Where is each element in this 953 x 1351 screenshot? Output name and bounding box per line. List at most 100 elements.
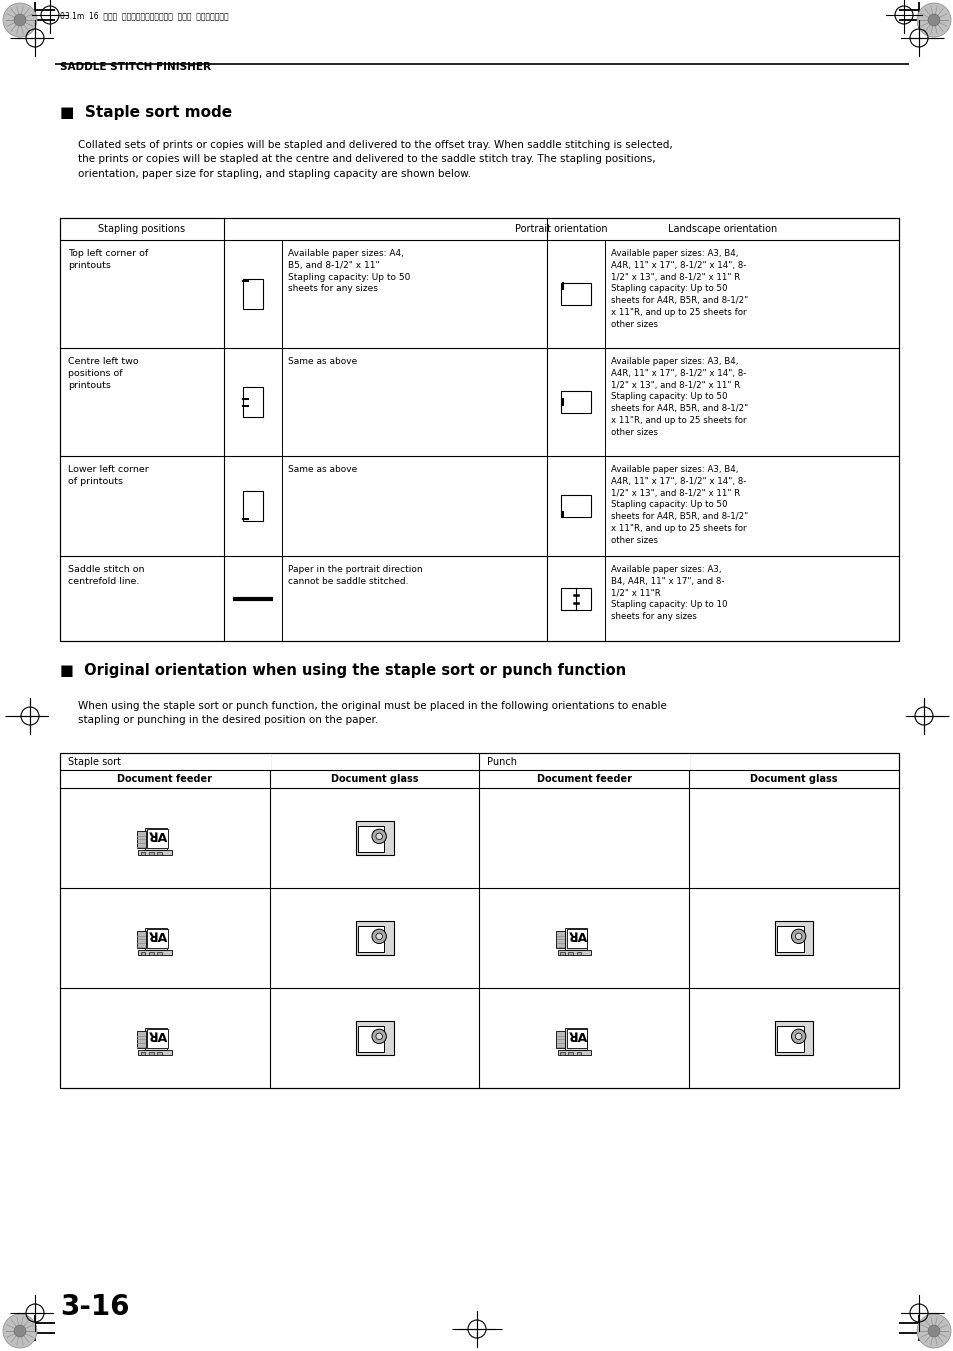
Bar (140, 951, 145, 955)
Text: Centre left two
positions of
printouts: Centre left two positions of printouts (68, 357, 138, 390)
Circle shape (372, 929, 386, 943)
Bar (242, 280, 262, 309)
Bar (687, 754, 690, 770)
Text: ꓤA: ꓤA (149, 832, 168, 844)
Bar (355, 821, 393, 855)
Bar (560, 282, 590, 305)
Bar (60, 753, 898, 1088)
Bar (242, 490, 262, 521)
Bar (558, 1050, 591, 1055)
Bar (559, 1052, 564, 1055)
Bar (157, 951, 162, 955)
Bar (775, 921, 812, 955)
Circle shape (791, 929, 805, 943)
Bar (357, 1025, 384, 1052)
Circle shape (3, 3, 37, 36)
Bar (145, 1028, 167, 1050)
Text: Punch: Punch (487, 757, 517, 767)
Bar (777, 925, 802, 952)
Bar (357, 925, 384, 952)
Text: Landscape orientation: Landscape orientation (667, 224, 777, 234)
Bar (138, 850, 172, 855)
Bar (149, 951, 153, 955)
Bar (147, 828, 168, 848)
Bar (145, 928, 167, 950)
Text: Same as above: Same as above (287, 357, 356, 366)
Bar (775, 1021, 812, 1055)
Bar (60, 218, 898, 640)
Text: Portrait orientation: Portrait orientation (515, 224, 607, 234)
Bar (145, 828, 167, 850)
Text: Available paper sizes: A3, B4,
A4R, 11" x 17", 8-1/2" x 14", 8-
1/2" x 13", and : Available paper sizes: A3, B4, A4R, 11" … (610, 465, 747, 544)
Bar (560, 390, 590, 413)
Text: SADDLE STITCH FINISHER: SADDLE STITCH FINISHER (60, 62, 211, 72)
Bar (140, 851, 145, 855)
Bar (137, 931, 146, 948)
Text: Document glass: Document glass (331, 774, 418, 784)
Circle shape (795, 1034, 801, 1039)
Text: ꓤA: ꓤA (568, 1032, 587, 1044)
Bar (564, 1028, 586, 1050)
Bar (147, 1028, 168, 1048)
Text: Document feeder: Document feeder (117, 774, 213, 784)
Bar (355, 921, 393, 955)
Bar (560, 588, 590, 609)
Text: Lower left corner
of printouts: Lower left corner of printouts (68, 465, 149, 486)
Text: 03.1m  16  ページ  ２００４年１０月２６日  火曜日  午後５時４４分: 03.1m 16 ページ ２００４年１０月２６日 火曜日 午後５時４４分 (60, 11, 229, 20)
Bar (138, 1050, 172, 1055)
Bar (157, 1052, 162, 1055)
Bar (568, 1052, 573, 1055)
Text: Stapling positions: Stapling positions (98, 224, 185, 234)
Text: Available paper sizes: A3, B4,
A4R, 11" x 17", 8-1/2" x 14", 8-
1/2" x 13", and : Available paper sizes: A3, B4, A4R, 11" … (610, 357, 747, 436)
Bar (137, 831, 146, 848)
Bar (556, 931, 565, 948)
Text: Collated sets of prints or copies will be stapled and delivered to the offset tr: Collated sets of prints or copies will b… (78, 141, 672, 178)
Bar (137, 1031, 146, 1048)
Bar (560, 494, 590, 517)
Text: Available paper sizes: A3, B4,
A4R, 11" x 17", 8-1/2" x 14", 8-
1/2" x 13", and : Available paper sizes: A3, B4, A4R, 11" … (610, 249, 747, 328)
Text: Same as above: Same as above (287, 465, 356, 474)
Bar (577, 1052, 580, 1055)
Bar (564, 928, 586, 950)
Text: 3-16: 3-16 (60, 1293, 130, 1321)
Bar (138, 950, 172, 955)
Bar (149, 851, 153, 855)
Bar (568, 951, 573, 955)
Circle shape (791, 1029, 805, 1043)
Bar (149, 1052, 153, 1055)
Bar (566, 1028, 587, 1048)
Circle shape (14, 1325, 26, 1337)
Text: ꓤA: ꓤA (149, 932, 168, 944)
Text: ꓤA: ꓤA (149, 1032, 168, 1044)
Text: Paper in the portrait direction
cannot be saddle stitched.: Paper in the portrait direction cannot b… (287, 565, 422, 586)
Text: Saddle stitch on
centrefold line.: Saddle stitch on centrefold line. (68, 565, 144, 586)
Text: Available paper sizes: A3,
B4, A4R, 11" x 17", and 8-
1/2" x 11"R
Stapling capac: Available paper sizes: A3, B4, A4R, 11" … (610, 565, 726, 621)
Bar (355, 1021, 393, 1055)
Text: ■  Staple sort mode: ■ Staple sort mode (60, 105, 232, 120)
Bar (357, 825, 384, 852)
Text: Available paper sizes: A4,
B5, and 8-1/2" x 11"
Stapling capacity: Up to 50
shee: Available paper sizes: A4, B5, and 8-1/2… (287, 249, 410, 293)
Circle shape (927, 1325, 939, 1337)
Circle shape (795, 934, 801, 939)
Bar (558, 950, 591, 955)
Text: Document glass: Document glass (750, 774, 837, 784)
Circle shape (375, 1034, 382, 1039)
Circle shape (916, 1315, 950, 1348)
Bar (566, 928, 587, 948)
Text: ■  Original orientation when using the staple sort or punch function: ■ Original orientation when using the st… (60, 663, 625, 678)
Text: Top left corner of
printouts: Top left corner of printouts (68, 249, 148, 270)
Circle shape (372, 830, 386, 843)
Text: ꓤA: ꓤA (568, 932, 587, 944)
Bar (556, 1031, 565, 1048)
Bar (242, 386, 262, 417)
Text: When using the staple sort or punch function, the original must be placed in the: When using the staple sort or punch func… (78, 701, 666, 725)
Circle shape (14, 14, 26, 26)
Bar (147, 928, 168, 948)
Circle shape (916, 3, 950, 36)
Bar (157, 851, 162, 855)
Bar (559, 951, 564, 955)
Bar (269, 754, 271, 770)
Bar (777, 1025, 802, 1052)
Circle shape (3, 1315, 37, 1348)
Text: Document feeder: Document feeder (537, 774, 631, 784)
